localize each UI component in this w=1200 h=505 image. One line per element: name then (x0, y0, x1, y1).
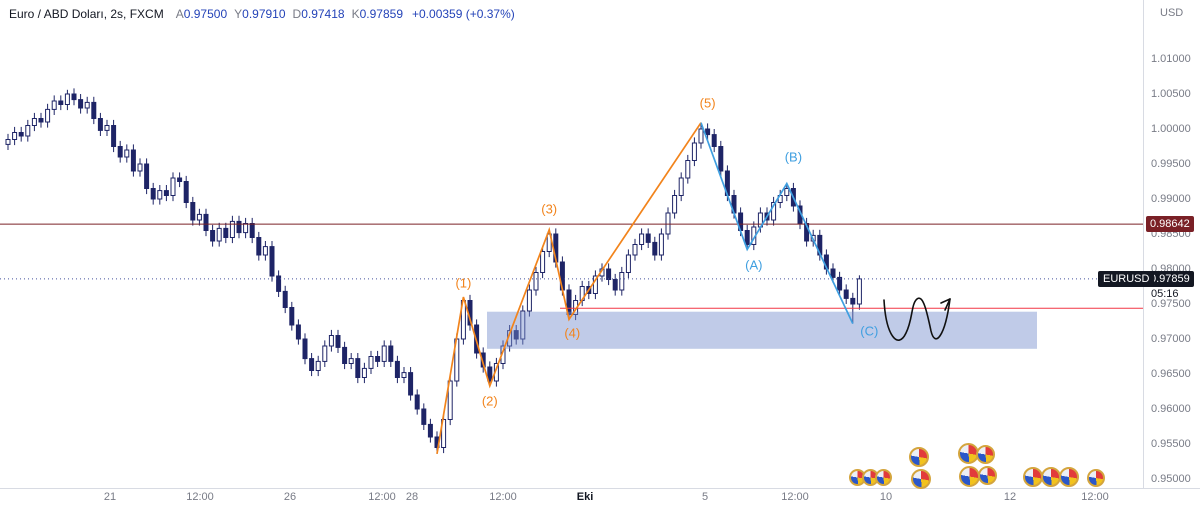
time-label: 12:00 (186, 491, 214, 503)
wave-label-4[interactable]: (4) (564, 325, 581, 341)
chart-plot-area[interactable]: (1) (2) (3) (4) (5) (A) (B) (C) EURUSD (0, 0, 1155, 488)
wave-label-B[interactable]: (B) (784, 149, 803, 165)
price-tick: 0.96500 (1151, 368, 1191, 380)
candlestick-canvas[interactable] (0, 0, 1143, 488)
price-tick: 0.95000 (1151, 473, 1191, 485)
price-tick: 0.97000 (1151, 333, 1191, 345)
wave-label-C[interactable]: (C) (860, 323, 879, 339)
projection-arrowhead (940, 298, 951, 311)
wave-label-5[interactable]: (5) (699, 95, 716, 111)
ohlc-A: A0.97500 (175, 7, 228, 21)
bar-countdown: 05:16 (1151, 287, 1179, 300)
last-price-badge: 0.97859 (1146, 270, 1194, 287)
emoji-sticker[interactable] (1041, 467, 1061, 487)
price-tick: 1.00500 (1151, 88, 1191, 100)
price-tick: 0.99500 (1151, 158, 1191, 170)
symbol-title[interactable]: Euro / ABD Doları, 2s, FXCM (9, 7, 164, 21)
ohlc-K: K0.97859 (351, 7, 403, 21)
time-label: 5 (701, 491, 709, 503)
price-change: +0.00359 (+0.37%) (412, 7, 515, 21)
time-label: 12:00 (368, 491, 396, 503)
price-tick: 0.96000 (1151, 403, 1191, 415)
ohlc-Y: Y0.97910 (234, 7, 286, 21)
chart-legend: Euro / ABD Doları, 2s, FXCM A0.97500 Y0.9… (9, 7, 515, 21)
time-label: 26 (283, 491, 297, 503)
emoji-sticker[interactable] (978, 466, 997, 485)
time-axis[interactable]: 21 12:00 26 12:00 28 12:00 Eki 5 12:00 10 12 12:00 (0, 488, 1200, 505)
projection-squiggle-arrow[interactable] (883, 297, 951, 341)
price-tick: 0.95500 (1151, 438, 1191, 450)
emoji-sticker[interactable] (1023, 467, 1043, 487)
axis-currency-label: USD (1160, 7, 1184, 19)
emoji-sticker[interactable] (1059, 467, 1079, 487)
wave-label-2[interactable]: (2) (481, 393, 498, 409)
support-zone[interactable] (487, 311, 1037, 349)
time-label: 10 (879, 491, 893, 503)
drawings-overlay: (1) (2) (3) (4) (5) (A) (B) (C) (455, 95, 879, 409)
time-label: 12:00 (781, 491, 809, 503)
price-tick: 1.00000 (1151, 123, 1191, 135)
wave-label-3[interactable]: (3) (541, 201, 558, 217)
elliott-impulse-zigzag[interactable] (436, 122, 702, 454)
elliott-correction-zigzag[interactable] (700, 122, 854, 324)
price-tick: 1.01000 (1151, 53, 1191, 65)
time-label: 21 (103, 491, 117, 503)
price-axis[interactable]: USD 1.01000 1.00500 1.00000 0.99500 0.99000 0… (1143, 0, 1200, 488)
emoji-sticker[interactable] (976, 445, 995, 464)
emoji-sticker[interactable] (909, 447, 929, 467)
emoji-sticker[interactable] (875, 469, 892, 486)
price-tick: 0.97500 (1151, 298, 1191, 310)
time-label: 28 (405, 491, 419, 503)
price-tick: 0.99000 (1151, 193, 1191, 205)
symbol-price-line-label: EURUSD (1098, 270, 1155, 287)
wave-label-A[interactable]: (A) (745, 257, 763, 273)
level-price-badge: 0.98642 (1146, 216, 1194, 233)
ohlc-D: D0.97418 (292, 7, 345, 21)
time-label: 12 (1003, 491, 1017, 503)
time-label: Eki (576, 491, 594, 503)
emoji-sticker[interactable] (959, 466, 980, 487)
time-label: 12:00 (1081, 491, 1109, 503)
wave-label-1[interactable]: (1) (455, 275, 472, 291)
emoji-sticker[interactable] (1087, 469, 1105, 487)
emoji-sticker[interactable] (911, 469, 931, 489)
ohlc-values: A0.97500 Y0.97910 D0.97418 K0.97859 (176, 7, 410, 21)
time-label: 12:00 (489, 491, 517, 503)
